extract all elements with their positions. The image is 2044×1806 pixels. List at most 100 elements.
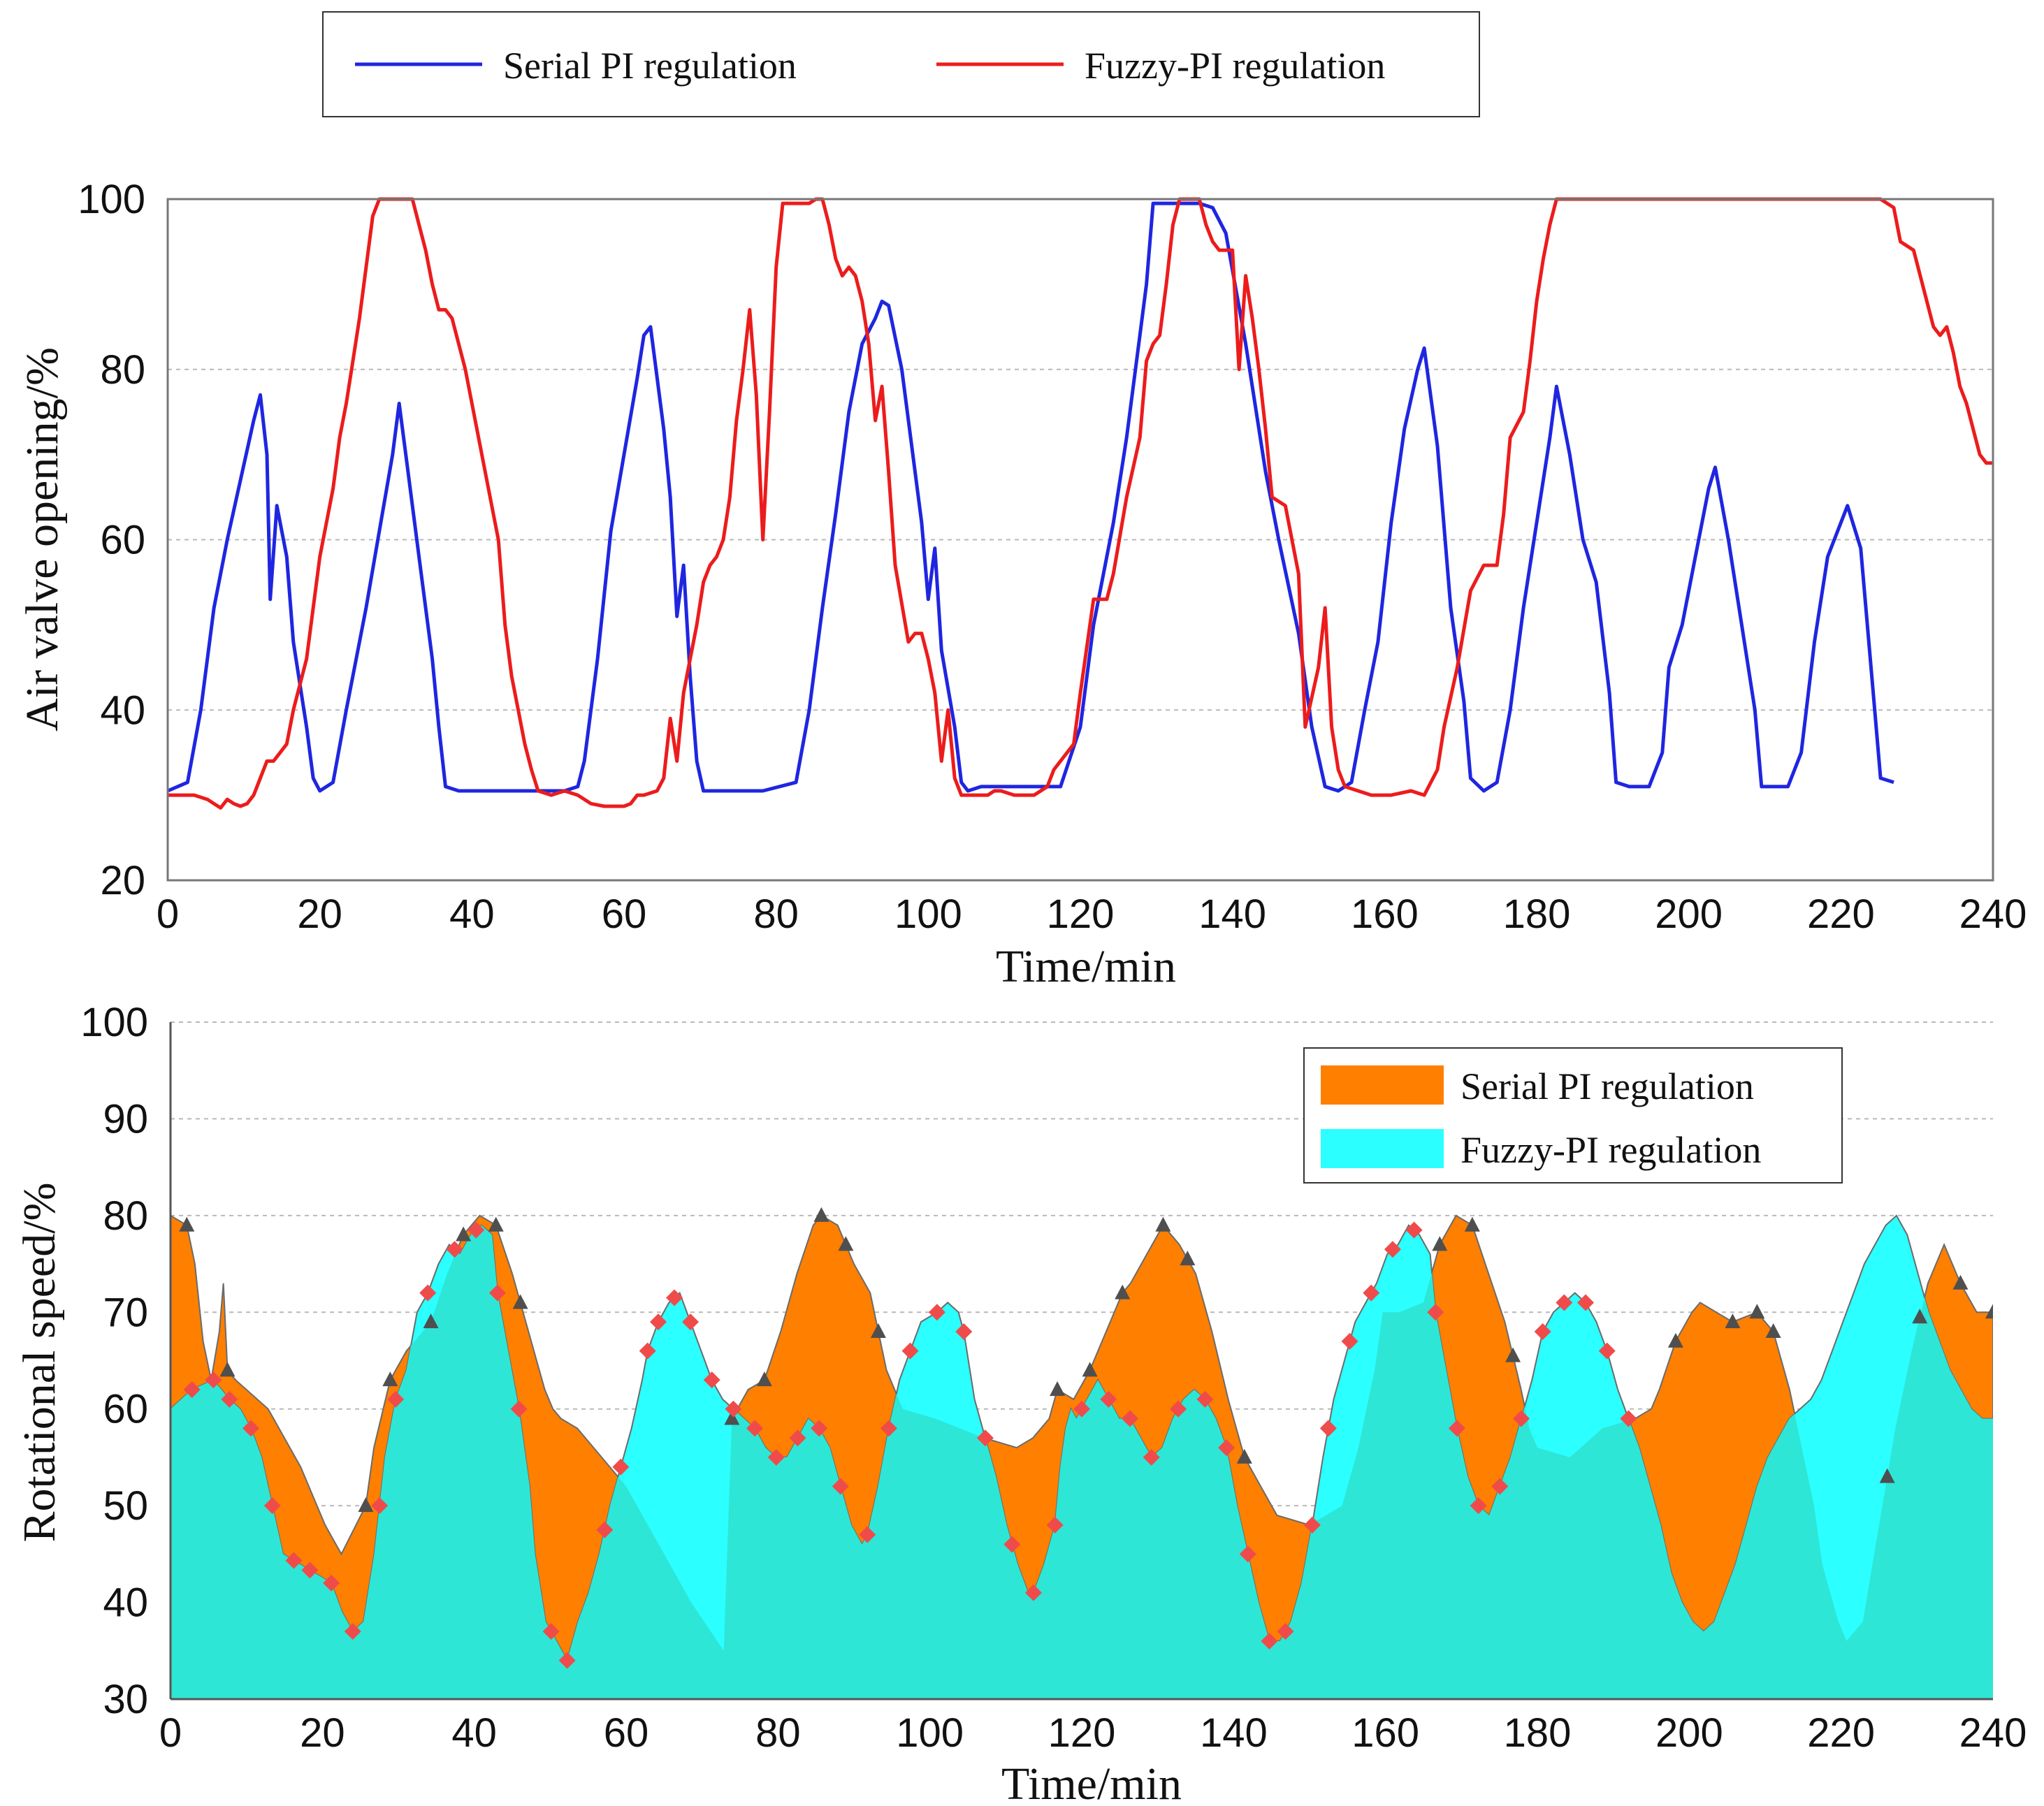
rotational-speed-x-tick: 120	[1048, 1710, 1116, 1756]
fuzzy-pi-marker	[666, 1289, 683, 1306]
fuzzy-pi-marker	[419, 1284, 437, 1302]
air-valve-x-tick: 220	[1807, 891, 1875, 937]
fuzzy-pi-marker	[1170, 1400, 1187, 1418]
fuzzy-pi-marker	[1003, 1536, 1021, 1553]
serial-pi-marker	[1667, 1332, 1683, 1348]
serial-pi-marker	[838, 1236, 854, 1251]
air-valve-x-tick: 80	[753, 891, 799, 937]
fuzzy-pi-marker	[344, 1623, 361, 1640]
fuzzy-pi-marker	[725, 1400, 742, 1418]
rotational-speed-x-tick: 60	[604, 1710, 649, 1756]
bottom-legend-serial-label: Serial PI regulation	[1460, 1065, 1754, 1107]
rotational-speed-y-axis-label: Rotational speed/%	[14, 1182, 65, 1542]
fuzzy-pi-marker	[301, 1561, 319, 1579]
serial-pi-marker	[1912, 1309, 1928, 1324]
fuzzy-pi-marker	[1024, 1584, 1042, 1601]
serial-pi-marker	[488, 1216, 504, 1232]
bottom-legend-fuzzy-label: Fuzzy-PI regulation	[1460, 1129, 1761, 1171]
rotational-speed-y-tick: 60	[103, 1387, 148, 1432]
air-valve-x-tick: 200	[1655, 891, 1723, 937]
air-valve-x-tick: 20	[297, 891, 342, 937]
air-valve-plot-frame	[166, 198, 1994, 882]
fuzzy-pi-marker	[1239, 1545, 1256, 1563]
fuzzy-pi-marker	[1491, 1478, 1509, 1495]
serial-pi-marker	[512, 1294, 528, 1309]
air-valve-x-tick: 100	[894, 891, 962, 937]
fuzzy-pi-marker	[859, 1526, 876, 1543]
fuzzy-pi-marker	[1143, 1448, 1160, 1466]
fuzzy-pi-marker	[1405, 1221, 1423, 1239]
rotational-speed-y-tick: 40	[103, 1580, 148, 1626]
fuzzy-pi-marker	[832, 1478, 849, 1495]
air-valve-x-axis-label: Time/min	[996, 941, 1176, 992]
fuzzy-pi-marker	[789, 1429, 806, 1447]
fuzzy-pi-marker	[703, 1371, 720, 1389]
serial-pi-marker	[456, 1226, 472, 1241]
serial-pi-marker	[1180, 1251, 1196, 1266]
air-valve-x-tick: 240	[1959, 891, 2027, 937]
fuzzy-pi-marker	[1341, 1332, 1358, 1350]
fuzzy-pi-marker	[1261, 1632, 1278, 1650]
fuzzy-pi-marker	[446, 1241, 463, 1258]
fuzzy-pi-marker	[639, 1342, 656, 1360]
serial-pi-marker	[1155, 1216, 1171, 1232]
air-valve-y-tick: 80	[100, 347, 145, 393]
serial-pi-marker	[1432, 1236, 1448, 1251]
fuzzy-pi-marker	[928, 1304, 945, 1321]
fuzzy-pi-marker	[1122, 1410, 1139, 1427]
fuzzy-pi-marker	[1319, 1420, 1337, 1437]
rotational-speed-x-tick: 200	[1655, 1710, 1723, 1756]
fuzzy-pi-marker	[242, 1420, 260, 1437]
fuzzy-pi-marker	[1470, 1497, 1487, 1515]
rotational-speed-y-tick: 100	[80, 1000, 148, 1045]
serial-pi-marker	[219, 1362, 235, 1377]
fuzzy-pi-marker	[955, 1323, 973, 1340]
rotational-speed-y-tick: 30	[103, 1677, 148, 1722]
rotational-speed-x-tick: 80	[755, 1710, 801, 1756]
air-valve-x-tick: 120	[1047, 891, 1115, 937]
fuzzy-pi-marker	[285, 1552, 303, 1569]
top-legend-box	[322, 11, 1480, 117]
top-legend-serial-label: Serial PI regulation	[503, 45, 797, 87]
rotational-speed-x-tick: 40	[451, 1710, 497, 1756]
serial-pi-marker	[756, 1371, 772, 1387]
fuzzy-pi-marker	[811, 1420, 828, 1437]
bottom-legend-serial-swatch	[1321, 1065, 1444, 1105]
fuzzy-pi-marker	[1073, 1400, 1090, 1418]
rotational-speed-x-tick: 220	[1807, 1710, 1875, 1756]
serial-pi-marker	[1952, 1274, 1969, 1290]
serial-pi-marker	[1765, 1323, 1781, 1338]
fuzzy-pi-marker	[263, 1497, 281, 1515]
fuzzy-pi-marker	[596, 1521, 614, 1538]
rotational-speed-x-tick: 20	[300, 1710, 345, 1756]
rotational-speed-y-tick: 50	[103, 1483, 148, 1529]
air-valve-y-tick: 100	[78, 177, 145, 222]
fuzzy-pi-marker	[612, 1458, 630, 1476]
fuzzy-pi-marker	[1512, 1410, 1530, 1427]
rotational-speed-y-tick: 80	[103, 1193, 148, 1239]
serial-pi-marker	[870, 1323, 886, 1338]
fuzzy-pi-marker	[767, 1448, 785, 1466]
fuzzy-pi-marker	[682, 1313, 700, 1331]
fuzzy-pi-marker	[1196, 1390, 1214, 1408]
top-legend: Serial PI regulation Fuzzy-PI regulation	[322, 11, 1480, 117]
serial-pi-marker	[358, 1497, 374, 1513]
fuzzy-pi-marker	[1534, 1323, 1551, 1340]
serial-pi-marker	[382, 1371, 398, 1387]
rotational-speed-y-tick: 90	[103, 1096, 148, 1142]
fuzzy-pi-marker	[1100, 1390, 1117, 1408]
serial-pi-marker	[813, 1207, 829, 1222]
fuzzy-pi-marker	[1218, 1439, 1235, 1457]
serial-pi-marker	[179, 1216, 195, 1232]
fuzzy-pi-marker	[1427, 1304, 1444, 1321]
air-valve-x-tick: 0	[157, 891, 179, 937]
fuzzy-pi-marker	[1277, 1623, 1294, 1640]
fuzzy-pi-marker	[387, 1390, 405, 1408]
rotational-speed-chart: 0 20 40 60 80 100 120 140 160 180 200 220 240 30 40 50…	[14, 1000, 2027, 1806]
rotational-speed-y-tick: 70	[103, 1290, 148, 1335]
fuzzy-pi-marker	[183, 1381, 201, 1399]
serial-pi-marker	[1050, 1381, 1066, 1397]
air-valve-x-tick: 40	[449, 891, 495, 937]
serial-pi-marker	[1985, 1304, 1993, 1319]
rotational-speed-x-tick: 140	[1200, 1710, 1268, 1756]
